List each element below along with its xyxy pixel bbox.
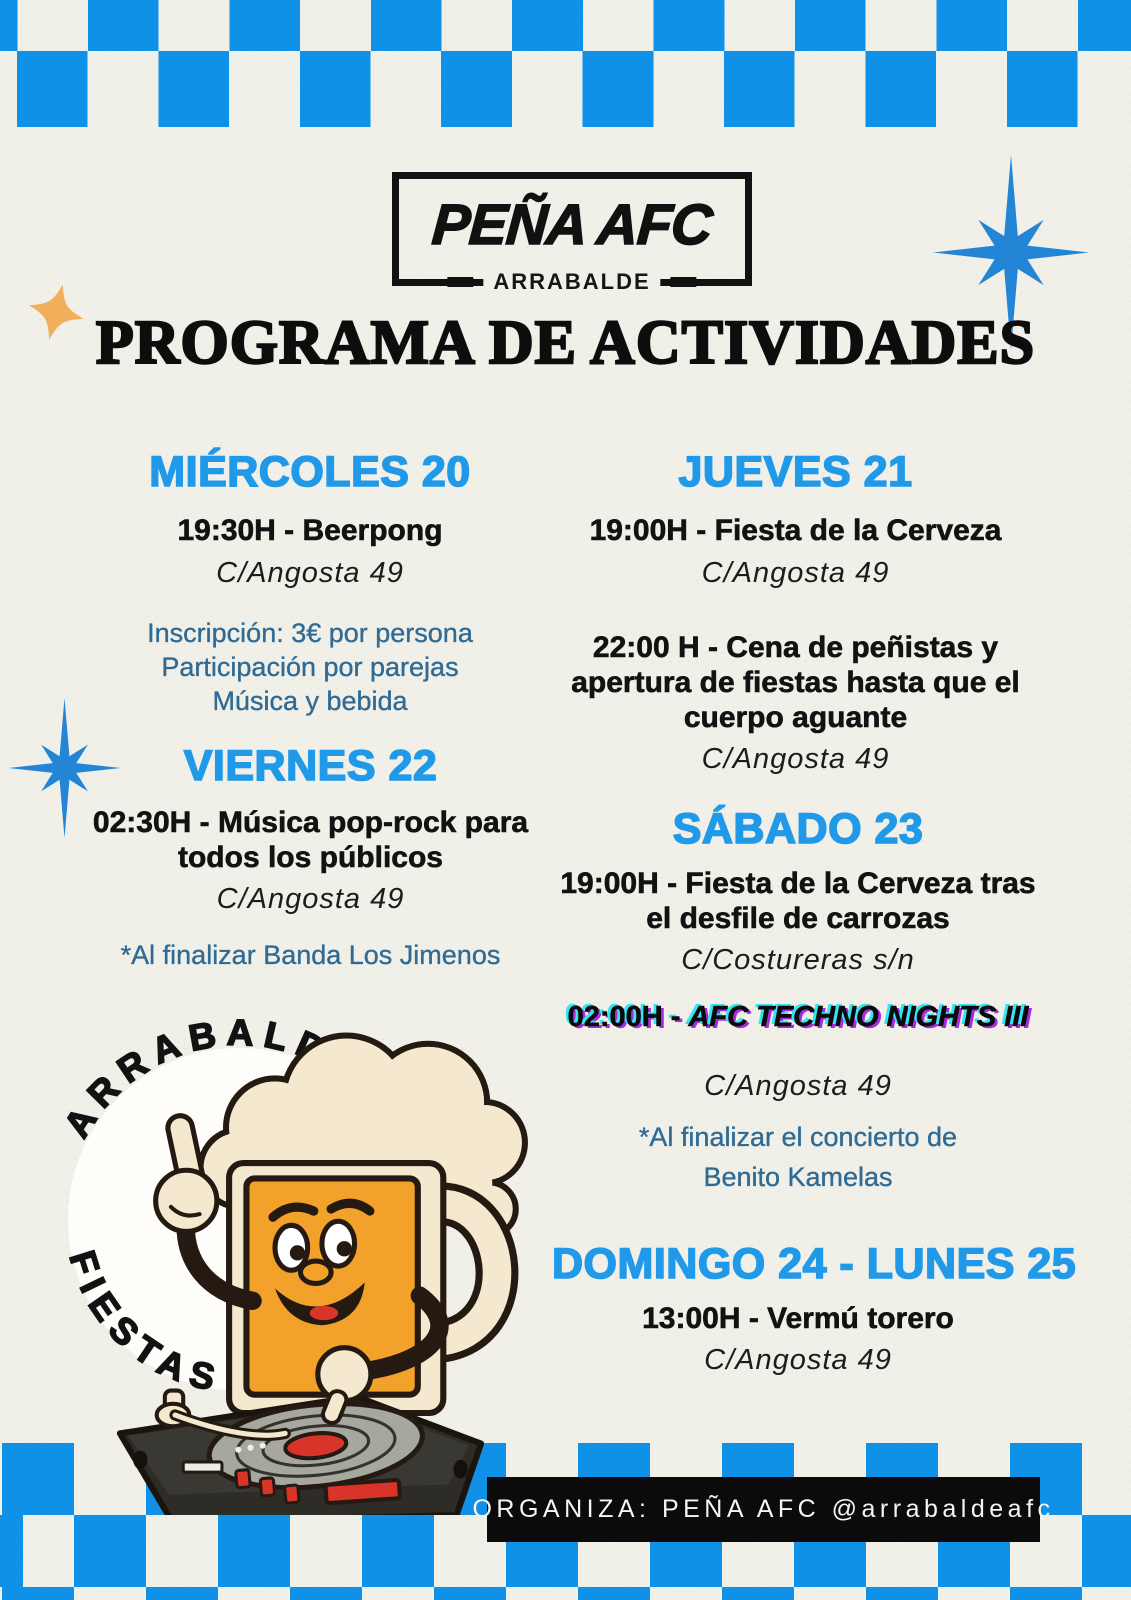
compass-star-icon: [933, 155, 1089, 350]
event-location: C/Angosta 49: [216, 883, 405, 915]
event-note: Música y bebida: [212, 686, 408, 716]
mascot-left-arm: [153, 1113, 262, 1310]
record-red-button: [283, 1431, 349, 1461]
checker-row: [0, 0, 1131, 51]
glitch-event-title: 02:00H - AFC TECHNO NIGHTS III: [552, 1001, 1044, 1034]
event-note: *Al finalizar Banda Los Jimenos: [120, 940, 501, 970]
section-domingo: DOMINGO 24 - LUNES 25 13:00H - Vermú tor…: [551, 1239, 1077, 1377]
event-note: Participación por parejas: [161, 652, 459, 682]
day-heading: SÁBADO 23: [672, 804, 924, 854]
checker-border-top: [0, 0, 1131, 127]
page-title: PROGRAMA DE ACTIVIDADES: [95, 308, 1036, 378]
event-location: C/Angosta 49: [704, 1070, 892, 1102]
logo-subtitle: ARRABALDE: [483, 267, 661, 297]
section-sabado: SÁBADO 23 19:00H - Fiesta de la Cerveza …: [552, 804, 1044, 1197]
mascot-right-arm: [315, 1286, 449, 1426]
event-title: 02:30H - Música pop-rock para todos los …: [92, 806, 529, 875]
day-heading: MIÉRCOLES 20: [148, 447, 471, 497]
logo-box: PEÑA AFC ARRABALDE: [392, 172, 752, 297]
section-viernes: VIERNES 22 02:30H - Música pop-rock para…: [58, 741, 563, 972]
event-title: 19:00H - Fiesta de la Cerveza tras el de…: [560, 867, 1036, 936]
section-miercoles: MIÉRCOLES 20 19:30H - Beerpong C/Angosta…: [80, 447, 540, 718]
sparkle-icon: [28, 284, 84, 340]
mascot-face: [268, 1198, 375, 1326]
event-title: 13:00H - Vermú torero: [642, 1302, 954, 1336]
event-note: *Al finalizar el concierto de: [638, 1122, 958, 1152]
event-location: C/Angosta 49: [701, 743, 890, 775]
compass-star-icon: [8, 698, 121, 838]
dj-turntable: [116, 1388, 485, 1515]
logo-bar-left: [447, 277, 474, 287]
event-note: Benito Kamelas: [703, 1162, 893, 1192]
organiza-bar: ORGANIZA: PEÑA AFC @arrabaldeafc: [472, 1477, 1050, 1542]
beer-dj-mascot: ARRABALDE FIESTAS: [55, 1011, 528, 1515]
event-location: C/Costureras s/n: [681, 944, 915, 976]
checker-row: [0, 51, 1131, 127]
event-title: 19:00H - Fiesta de la Cerveza: [589, 514, 1002, 548]
logo-title: PEÑA AFC: [430, 192, 715, 258]
checker-row: [0, 1587, 1131, 1600]
day-heading: DOMINGO 24 - LUNES 25: [551, 1239, 1077, 1289]
event-title: 22:00 H - Cena de peñistas y apertura de…: [571, 631, 1020, 735]
event-location: C/Angosta 49: [704, 1344, 892, 1376]
techno-event-name: AFC TECHNO NIGHTS III: [688, 1001, 1029, 1034]
section-jueves: JUEVES 21 19:00H - Fiesta de la Cerveza …: [568, 447, 1023, 776]
logo-subtitle-plate: ARRABALDE: [447, 267, 697, 297]
event-title: 19:30H - Beerpong: [177, 514, 443, 548]
day-heading: VIERNES 22: [183, 741, 438, 791]
event-location: C/Angosta 49: [701, 557, 890, 589]
mug-handle: [414, 1182, 519, 1364]
event-location: C/Angosta 49: [216, 557, 404, 589]
event-note: Inscripción: 3€ por persona: [147, 618, 473, 648]
techno-time-prefix: 02:00H -: [567, 1001, 681, 1034]
day-heading: JUEVES 21: [678, 447, 913, 497]
logo-bar-right: [670, 277, 697, 287]
organiza-text: ORGANIZA: PEÑA AFC @arrabaldeafc: [472, 1495, 1055, 1523]
